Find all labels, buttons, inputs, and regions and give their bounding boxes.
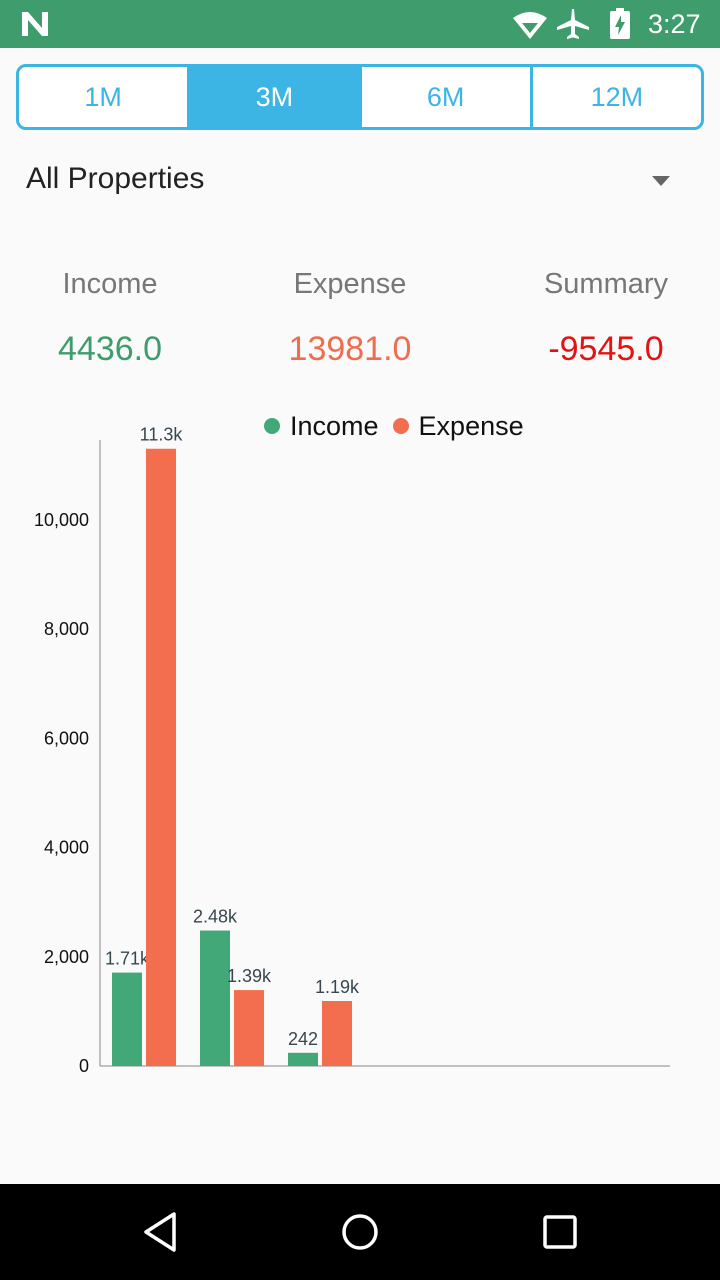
net-value: -9545.0 [548, 330, 664, 368]
system-nav-bar [0, 1184, 720, 1280]
data-label-expense-3: 1.19k [315, 977, 360, 997]
dropdown-caret-icon [652, 176, 670, 186]
y-tick-label: 10,000 [34, 510, 89, 530]
expense-summary: Expense 13981.0 [240, 260, 460, 369]
net-label: Summary [543, 268, 669, 300]
home-icon[interactable] [336, 1208, 384, 1256]
tab-12m[interactable]: 12M [590, 81, 644, 112]
tab-1m[interactable]: 1M [19, 67, 191, 127]
n-logo-icon [22, 12, 48, 36]
data-label-income-2: 2.48k [193, 907, 238, 927]
data-label-expense-1: 11.3k [140, 425, 184, 445]
expense-value: 13981.0 [288, 330, 412, 368]
status-time: 3:27 [648, 9, 701, 39]
bar-expense-2 [234, 990, 264, 1066]
income-summary: Income 4436.0 [0, 260, 220, 369]
bar-income-2 [200, 930, 230, 1066]
wifi-icon [513, 12, 547, 39]
bar-income-1 [112, 972, 142, 1066]
y-tick-label: 6,000 [44, 728, 89, 748]
legend-dot-expense [392, 418, 409, 434]
data-label-expense-2: 1.39k [227, 966, 272, 986]
airplane-mode-icon [557, 9, 589, 39]
chart-legend: Income Expense [264, 408, 538, 444]
y-tick-label: 8,000 [44, 619, 89, 639]
legend-item-income: Income [264, 411, 379, 442]
y-tick-label: 4,000 [44, 838, 89, 858]
data-label-income-1: 1.71k [105, 949, 150, 969]
property-dropdown-label: All Properties [26, 162, 205, 195]
legend-label-income: Income [290, 410, 379, 441]
back-icon[interactable] [136, 1208, 184, 1256]
y-tick-label: 0 [79, 1056, 89, 1076]
net-summary: Summary -9545.0 [496, 260, 716, 369]
legend-label-expense: Expense [418, 410, 524, 441]
income-expense-bar-chart: 0 2,000 4,000 6,000 8,000 10,000 1.71k 2.48k 242… [34, 425, 670, 1076]
income-label: Income [62, 268, 158, 300]
legend-dot-income [264, 418, 280, 434]
legend-item-expense: Expense [392, 410, 524, 442]
recent-apps-icon[interactable] [536, 1208, 584, 1256]
bar-income-3 [288, 1052, 318, 1066]
bar-expense-3 [322, 1000, 352, 1066]
status-bar: 3:27 [0, 0, 720, 48]
data-label-income-3: 242 [288, 1029, 318, 1049]
property-dropdown[interactable]: All Properties [26, 156, 686, 208]
bar-expense-1 [146, 448, 176, 1066]
income-value: 4436.0 [58, 330, 162, 368]
tab-6m[interactable]: 6M [362, 67, 533, 127]
battery-charging-icon [610, 8, 630, 39]
tab-3m[interactable]: 3M [190, 67, 362, 127]
expense-label: Expense [293, 268, 407, 300]
summary-row: Income 4436.0 Expense 13981.0 Summary -9… [0, 260, 720, 380]
y-tick-label: 2,000 [44, 947, 89, 967]
period-segmented-control: 1M 3M 6M 12M [16, 64, 704, 130]
